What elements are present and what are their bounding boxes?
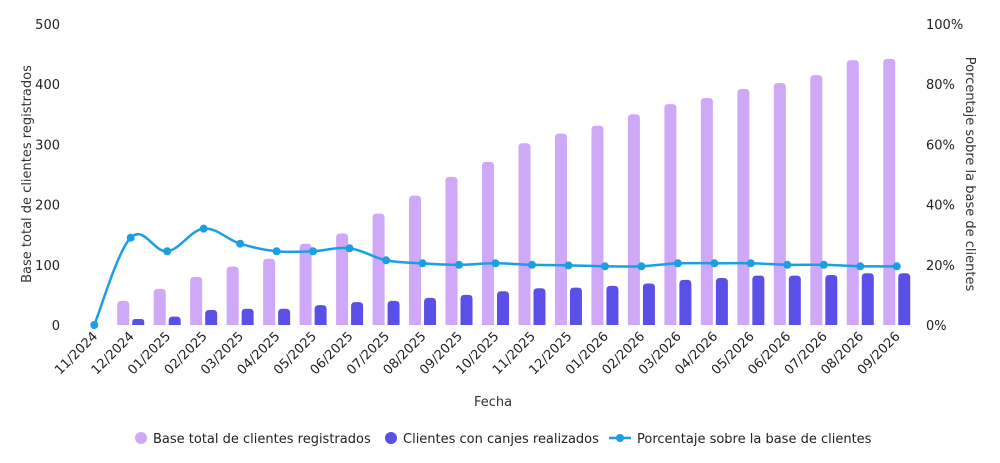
line-point-porcentaje[interactable] [272,247,281,256]
line-point-porcentaje[interactable] [710,259,719,268]
bar-canjes[interactable] [715,278,728,325]
line-point-porcentaje[interactable] [600,262,609,271]
line-point-porcentaje[interactable] [819,260,828,269]
bar-base-total[interactable] [627,114,640,325]
bar-canjes[interactable] [497,291,509,325]
y-left-tick-label: 300 [35,138,60,153]
x-axis-ticks: 11/202412/202401/202502/202503/202504/20… [52,329,903,378]
bar-canjes[interactable] [606,285,619,325]
bar-canjes[interactable] [278,308,291,325]
y-axis-right-ticks: 0% 20% 40% 60% 80% 100% [926,18,963,334]
y-right-tick-label: 40% [926,199,955,214]
line-point-porcentaje[interactable] [673,259,682,268]
line-point-porcentaje[interactable] [199,224,208,233]
legend-swatch-canjes [385,432,397,444]
legend-label-canjes: Clientes con canjes realizados [403,432,599,447]
legend-item-canjes[interactable]: Clientes con canjes realizados [385,432,599,447]
bar-canjes[interactable] [351,302,364,325]
bar-base-total[interactable] [445,176,458,325]
bar-canjes[interactable] [642,283,655,325]
line-point-porcentaje[interactable] [856,262,865,271]
y-right-tick-label: 100% [926,18,963,33]
line-point-porcentaje[interactable] [746,259,755,268]
legend-item-base-total[interactable]: Base total de clientes registrados [135,432,371,447]
y-right-tick-label: 80% [926,78,955,93]
legend: Base total de clientes registrados Clien… [135,432,872,447]
bar-canjes[interactable] [424,297,437,325]
line-point-porcentaje[interactable] [236,239,245,248]
bar-base-total[interactable] [591,125,604,325]
legend-swatch-dot-porcentaje [616,434,624,442]
bar-canjes[interactable] [205,309,218,325]
line-point-porcentaje[interactable] [309,247,318,256]
y-left-tick-label: 100 [35,259,60,274]
bar-base-total[interactable] [263,258,276,325]
legend-swatch-base-total [135,432,147,444]
bar-base-total[interactable] [226,266,239,325]
bar-canjes[interactable] [752,275,765,325]
bar-base-total[interactable] [409,195,422,325]
line-point-porcentaje[interactable] [90,321,99,329]
y-axis-left-ticks: 0 100 200 300 400 500 [35,18,60,334]
bar-base-total[interactable] [883,58,896,325]
bar-canjes[interactable] [241,308,254,325]
bar-base-total[interactable] [554,133,567,325]
line-point-porcentaje[interactable] [491,259,500,268]
line-point-porcentaje[interactable] [637,262,646,271]
bar-base-total[interactable] [737,89,750,326]
bar-base-total[interactable] [773,82,786,325]
line-point-porcentaje[interactable] [418,259,427,268]
legend-label-base-total: Base total de clientes registrados [153,432,371,447]
line-point-porcentaje[interactable] [783,260,792,269]
bar-base-total[interactable] [664,104,677,325]
y-left-tick-label: 500 [35,18,60,33]
bar-base-total[interactable] [700,98,713,326]
line-point-porcentaje[interactable] [163,247,172,256]
bar-canjes[interactable] [898,273,911,325]
bar-base-total[interactable] [810,75,823,325]
legend-item-porcentaje[interactable]: Porcentaje sobre la base de clientes [609,432,872,447]
line-layer [90,224,901,329]
bar-base-total[interactable] [190,276,203,325]
line-point-porcentaje[interactable] [455,260,464,269]
y-left-tick-label: 400 [35,78,60,93]
bar-base-total[interactable] [153,288,166,325]
line-point-porcentaje[interactable] [892,262,901,271]
bar-canjes[interactable] [788,275,801,325]
bar-canjes[interactable] [861,273,874,325]
bar-canjes[interactable] [314,305,327,325]
y-axis-left-title: Base total de clientes registrados [20,65,35,283]
line-point-porcentaje[interactable] [564,261,573,270]
x-axis-title: Fecha [474,395,512,410]
bar-canjes[interactable] [533,288,546,325]
line-point-porcentaje[interactable] [527,260,536,269]
line-point-porcentaje[interactable] [126,233,135,242]
bar-base-total[interactable] [372,213,385,325]
bar-canjes[interactable] [460,294,473,325]
bar-canjes[interactable] [569,287,582,325]
y-right-tick-label: 0% [926,319,947,334]
bar-canjes[interactable] [387,300,400,325]
bar-base-total[interactable] [336,233,349,325]
line-point-porcentaje[interactable] [382,256,391,265]
bar-base-total[interactable] [846,60,859,326]
bar-canjes[interactable] [132,318,145,325]
bar-base-total[interactable] [518,143,531,325]
bar-base-total[interactable] [117,300,130,325]
y-left-tick-label: 200 [35,199,60,214]
bar-canjes[interactable] [679,279,692,325]
line-point-porcentaje[interactable] [345,244,354,253]
bar-canjes[interactable] [168,316,181,325]
bar-base-total[interactable] [482,161,494,325]
y-axis-right-title: Porcentaje sobre la base de clientes [962,57,977,292]
legend-label-porcentaje: Porcentaje sobre la base de clientes [637,432,872,447]
bar-base-total[interactable] [299,243,312,325]
y-right-tick-label: 20% [926,259,955,274]
bar-canjes[interactable] [825,275,838,325]
y-left-tick-label: 0 [52,319,60,334]
y-right-tick-label: 60% [926,138,955,153]
bars-layer [117,58,911,326]
